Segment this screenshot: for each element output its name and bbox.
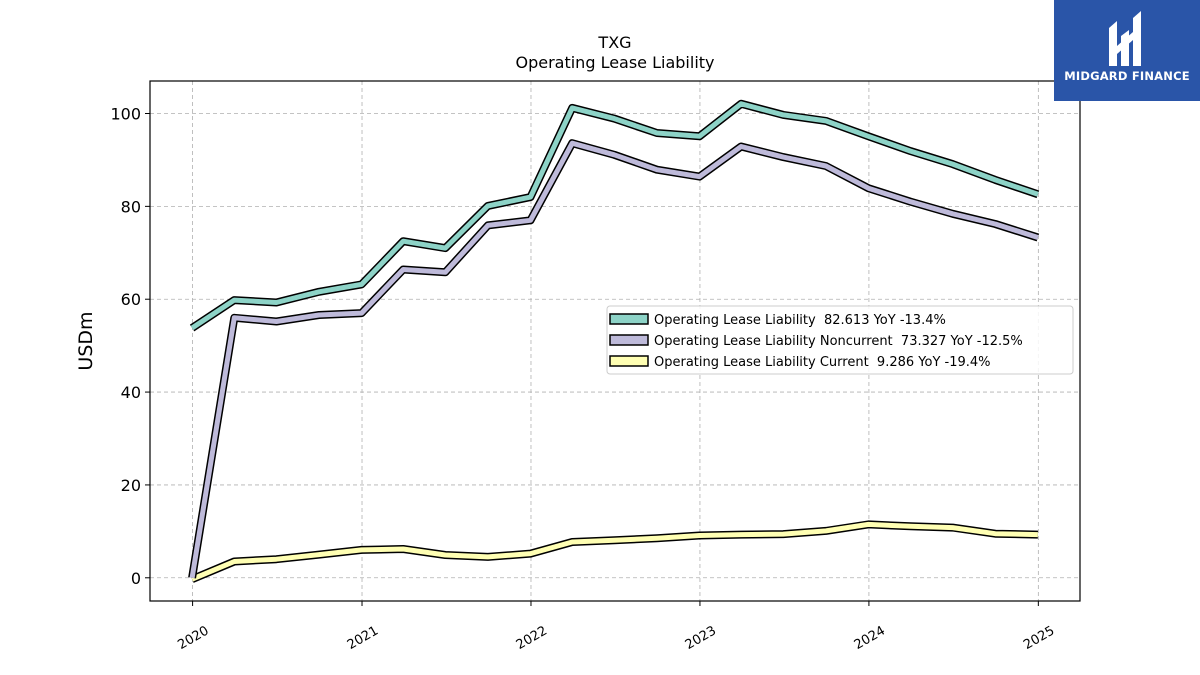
y-tick-label: 80: [121, 197, 141, 216]
chart-subtitle: Operating Lease Liability: [515, 53, 714, 72]
plot-frame: [149, 80, 1081, 602]
y-tick-label: 20: [121, 476, 141, 495]
series-layer: [188, 99, 1040, 583]
y-axis-label: USDm: [75, 311, 97, 370]
legend-entry: Operating Lease Liability 82.613 YoY -13…: [654, 313, 946, 328]
y-tick-label: 100: [110, 105, 141, 124]
legend-swatch: [609, 334, 649, 346]
legend-entry: Operating Lease Liability Current 9.286 …: [654, 355, 991, 370]
y-tick-label: 60: [121, 290, 141, 309]
series-outline: [190, 520, 1038, 583]
chart-title: TXG: [597, 33, 631, 52]
x-tick-label: 2021: [345, 623, 381, 653]
legend-swatch: [609, 355, 649, 367]
brand-logo: MIDGARD FINANCE: [1054, 0, 1200, 101]
legend-entry: Operating Lease Liability Noncurrent 73.…: [654, 334, 1023, 349]
legend-swatch: [609, 313, 649, 325]
logo-mark-icon: [1109, 11, 1141, 66]
x-tick-label: 2025: [1021, 623, 1057, 653]
legend-box: [606, 305, 1074, 375]
series-line: [191, 521, 1038, 582]
x-tick-label: 2020: [175, 623, 211, 653]
x-tick-label: 2023: [683, 623, 719, 653]
series-line: [190, 101, 1039, 331]
y-tick-label: 40: [121, 383, 141, 402]
x-tick-label: 2022: [514, 623, 550, 653]
legend: Operating Lease Liability 82.613 YoY -13…: [606, 305, 1074, 375]
y-tick-label: 0: [131, 569, 141, 588]
x-tick-label: 2024: [852, 623, 888, 653]
logo-text: MIDGARD FINANCE: [1064, 69, 1190, 83]
series-line: [189, 140, 1039, 579]
y-ticks: 0 20 40 60 80 100: [110, 105, 150, 588]
x-ticks: 2020 2021 2022 2023 2024 2025: [175, 601, 1057, 653]
